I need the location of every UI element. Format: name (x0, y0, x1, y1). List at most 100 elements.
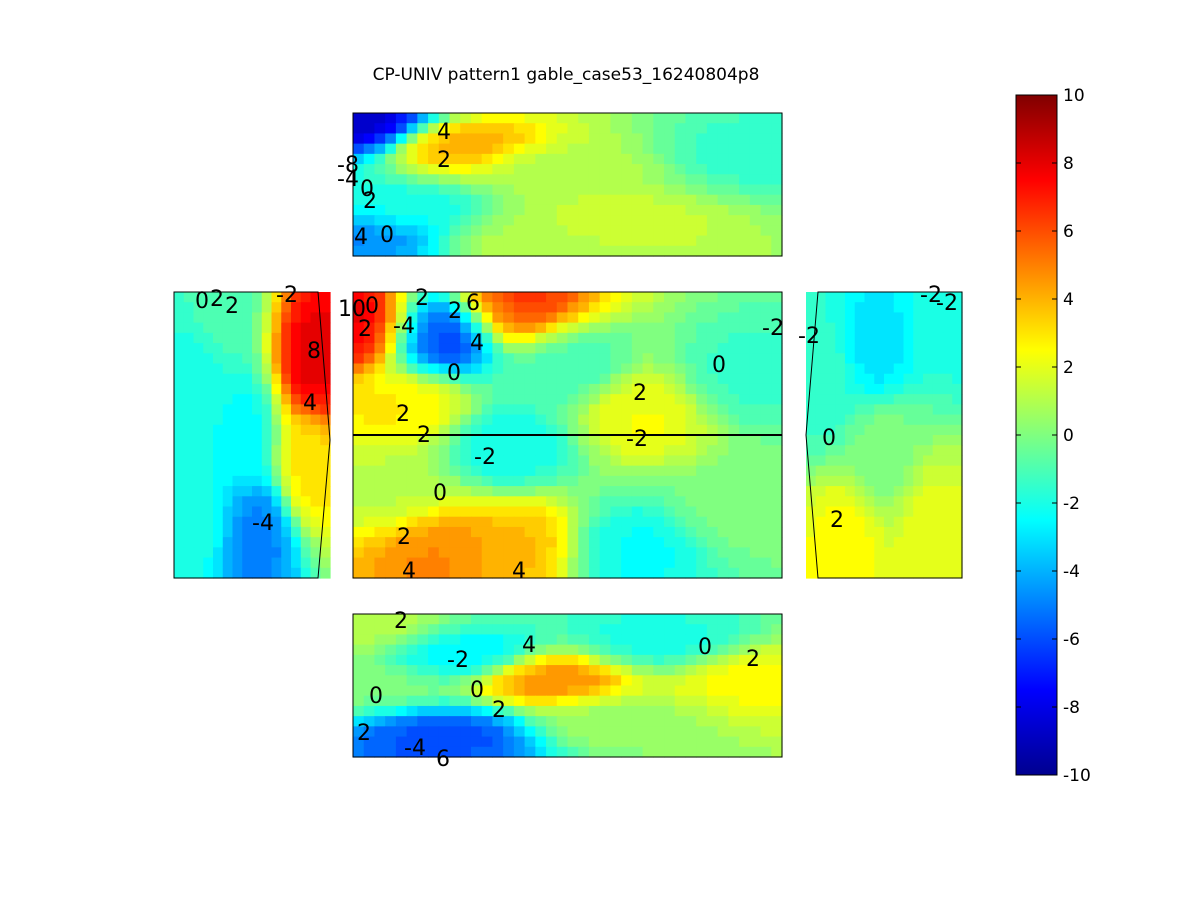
contour-cell (942, 475, 953, 487)
contour-cell (281, 383, 292, 395)
contour-cell (749, 675, 762, 687)
contour-cell (567, 332, 579, 344)
contour-cell (481, 225, 494, 237)
contour-cell (395, 475, 408, 487)
contour-cell (717, 113, 729, 124)
contour-cell (546, 614, 558, 625)
contour-cell (599, 675, 611, 687)
contour-cell (242, 383, 253, 395)
contour-cell (524, 184, 536, 196)
contour-cell (674, 695, 687, 707)
contour-cell (845, 353, 856, 365)
contour-cell (685, 526, 697, 538)
contour-cell (835, 292, 846, 303)
contour-cell (492, 695, 504, 707)
contour-cell (460, 235, 472, 247)
contour-cell (610, 204, 622, 216)
contour-cell (481, 557, 494, 569)
contour-cell (845, 506, 856, 518)
contour-cell (524, 695, 536, 707)
contour-cell (854, 475, 866, 487)
contour-cell (449, 363, 461, 375)
contour-cell (395, 312, 408, 324)
contour-cell (556, 373, 569, 385)
contour-cell (760, 465, 772, 477)
contour-cell (524, 465, 536, 477)
contour-cell (567, 225, 579, 237)
contour-cell (952, 475, 963, 487)
contour-cell (685, 343, 697, 354)
contour-cell (428, 383, 440, 395)
contour-cell (903, 547, 914, 559)
contour-cell (492, 322, 504, 334)
contour-cell (653, 174, 665, 186)
contour-cell (353, 373, 365, 385)
contour-cell (578, 614, 590, 625)
contour-cell (588, 516, 601, 528)
contour-cell (696, 343, 708, 354)
contour-cell (300, 516, 312, 528)
contour-cell (174, 424, 185, 436)
contour-cell (232, 312, 243, 324)
contour-cell (417, 475, 429, 487)
contour-cell (706, 123, 719, 135)
contour-cell (449, 174, 461, 186)
contour-cell (546, 215, 558, 226)
contour-cell (874, 475, 885, 487)
contour-cell (674, 215, 687, 226)
contour-cell (825, 292, 836, 303)
contour-cell (903, 343, 914, 354)
contour-cell (942, 312, 953, 324)
contour-cell (385, 414, 397, 426)
contour-cell (193, 465, 204, 477)
contour-cell (242, 363, 253, 375)
contour-cell (739, 455, 751, 467)
contour-cell (717, 332, 729, 344)
contour-cell (291, 404, 302, 416)
contour-cell (556, 537, 569, 548)
contour-cell (385, 746, 397, 758)
contour-cell (406, 123, 418, 135)
contour-cell (535, 302, 547, 314)
contour-cell (815, 516, 827, 528)
contour-cell (621, 373, 633, 385)
contour-cell (610, 547, 622, 559)
contour-cell (706, 383, 719, 395)
contour-cell (428, 537, 440, 548)
contour-cell (653, 302, 665, 314)
contour-cell (893, 424, 905, 436)
contour-cell (835, 302, 846, 314)
contour-cell (664, 496, 676, 508)
contour-cell (621, 445, 633, 457)
contour-cell (395, 624, 408, 636)
contour-cell (717, 685, 729, 697)
contour-cell (749, 424, 762, 436)
contour-cell (696, 164, 708, 175)
contour-cell (261, 322, 273, 334)
contour-cell (213, 547, 224, 559)
contour-cell (438, 235, 451, 247)
contour-cell (642, 133, 654, 145)
contour-cell (674, 404, 687, 416)
contour-cell (213, 322, 224, 334)
contour-cell (599, 665, 611, 676)
contour-cell (470, 465, 483, 477)
contour-cell (513, 373, 526, 385)
contour-cell (470, 547, 483, 559)
contour-cell (674, 716, 687, 727)
contour-cell (893, 486, 905, 497)
contour-cell (674, 343, 687, 354)
contour-cell (642, 235, 654, 247)
contour-cell (460, 465, 472, 477)
contour-cell (739, 225, 751, 237)
contour-cell (642, 685, 654, 697)
contour-cell (664, 133, 676, 145)
contour-cell (395, 537, 408, 548)
contour-cell (524, 133, 536, 145)
contour-cell (835, 557, 846, 569)
contour-cell (353, 292, 365, 303)
contour-cell (696, 486, 708, 497)
contour-cell (760, 302, 772, 314)
contour-cell (806, 424, 817, 436)
contour-cell (806, 414, 817, 426)
